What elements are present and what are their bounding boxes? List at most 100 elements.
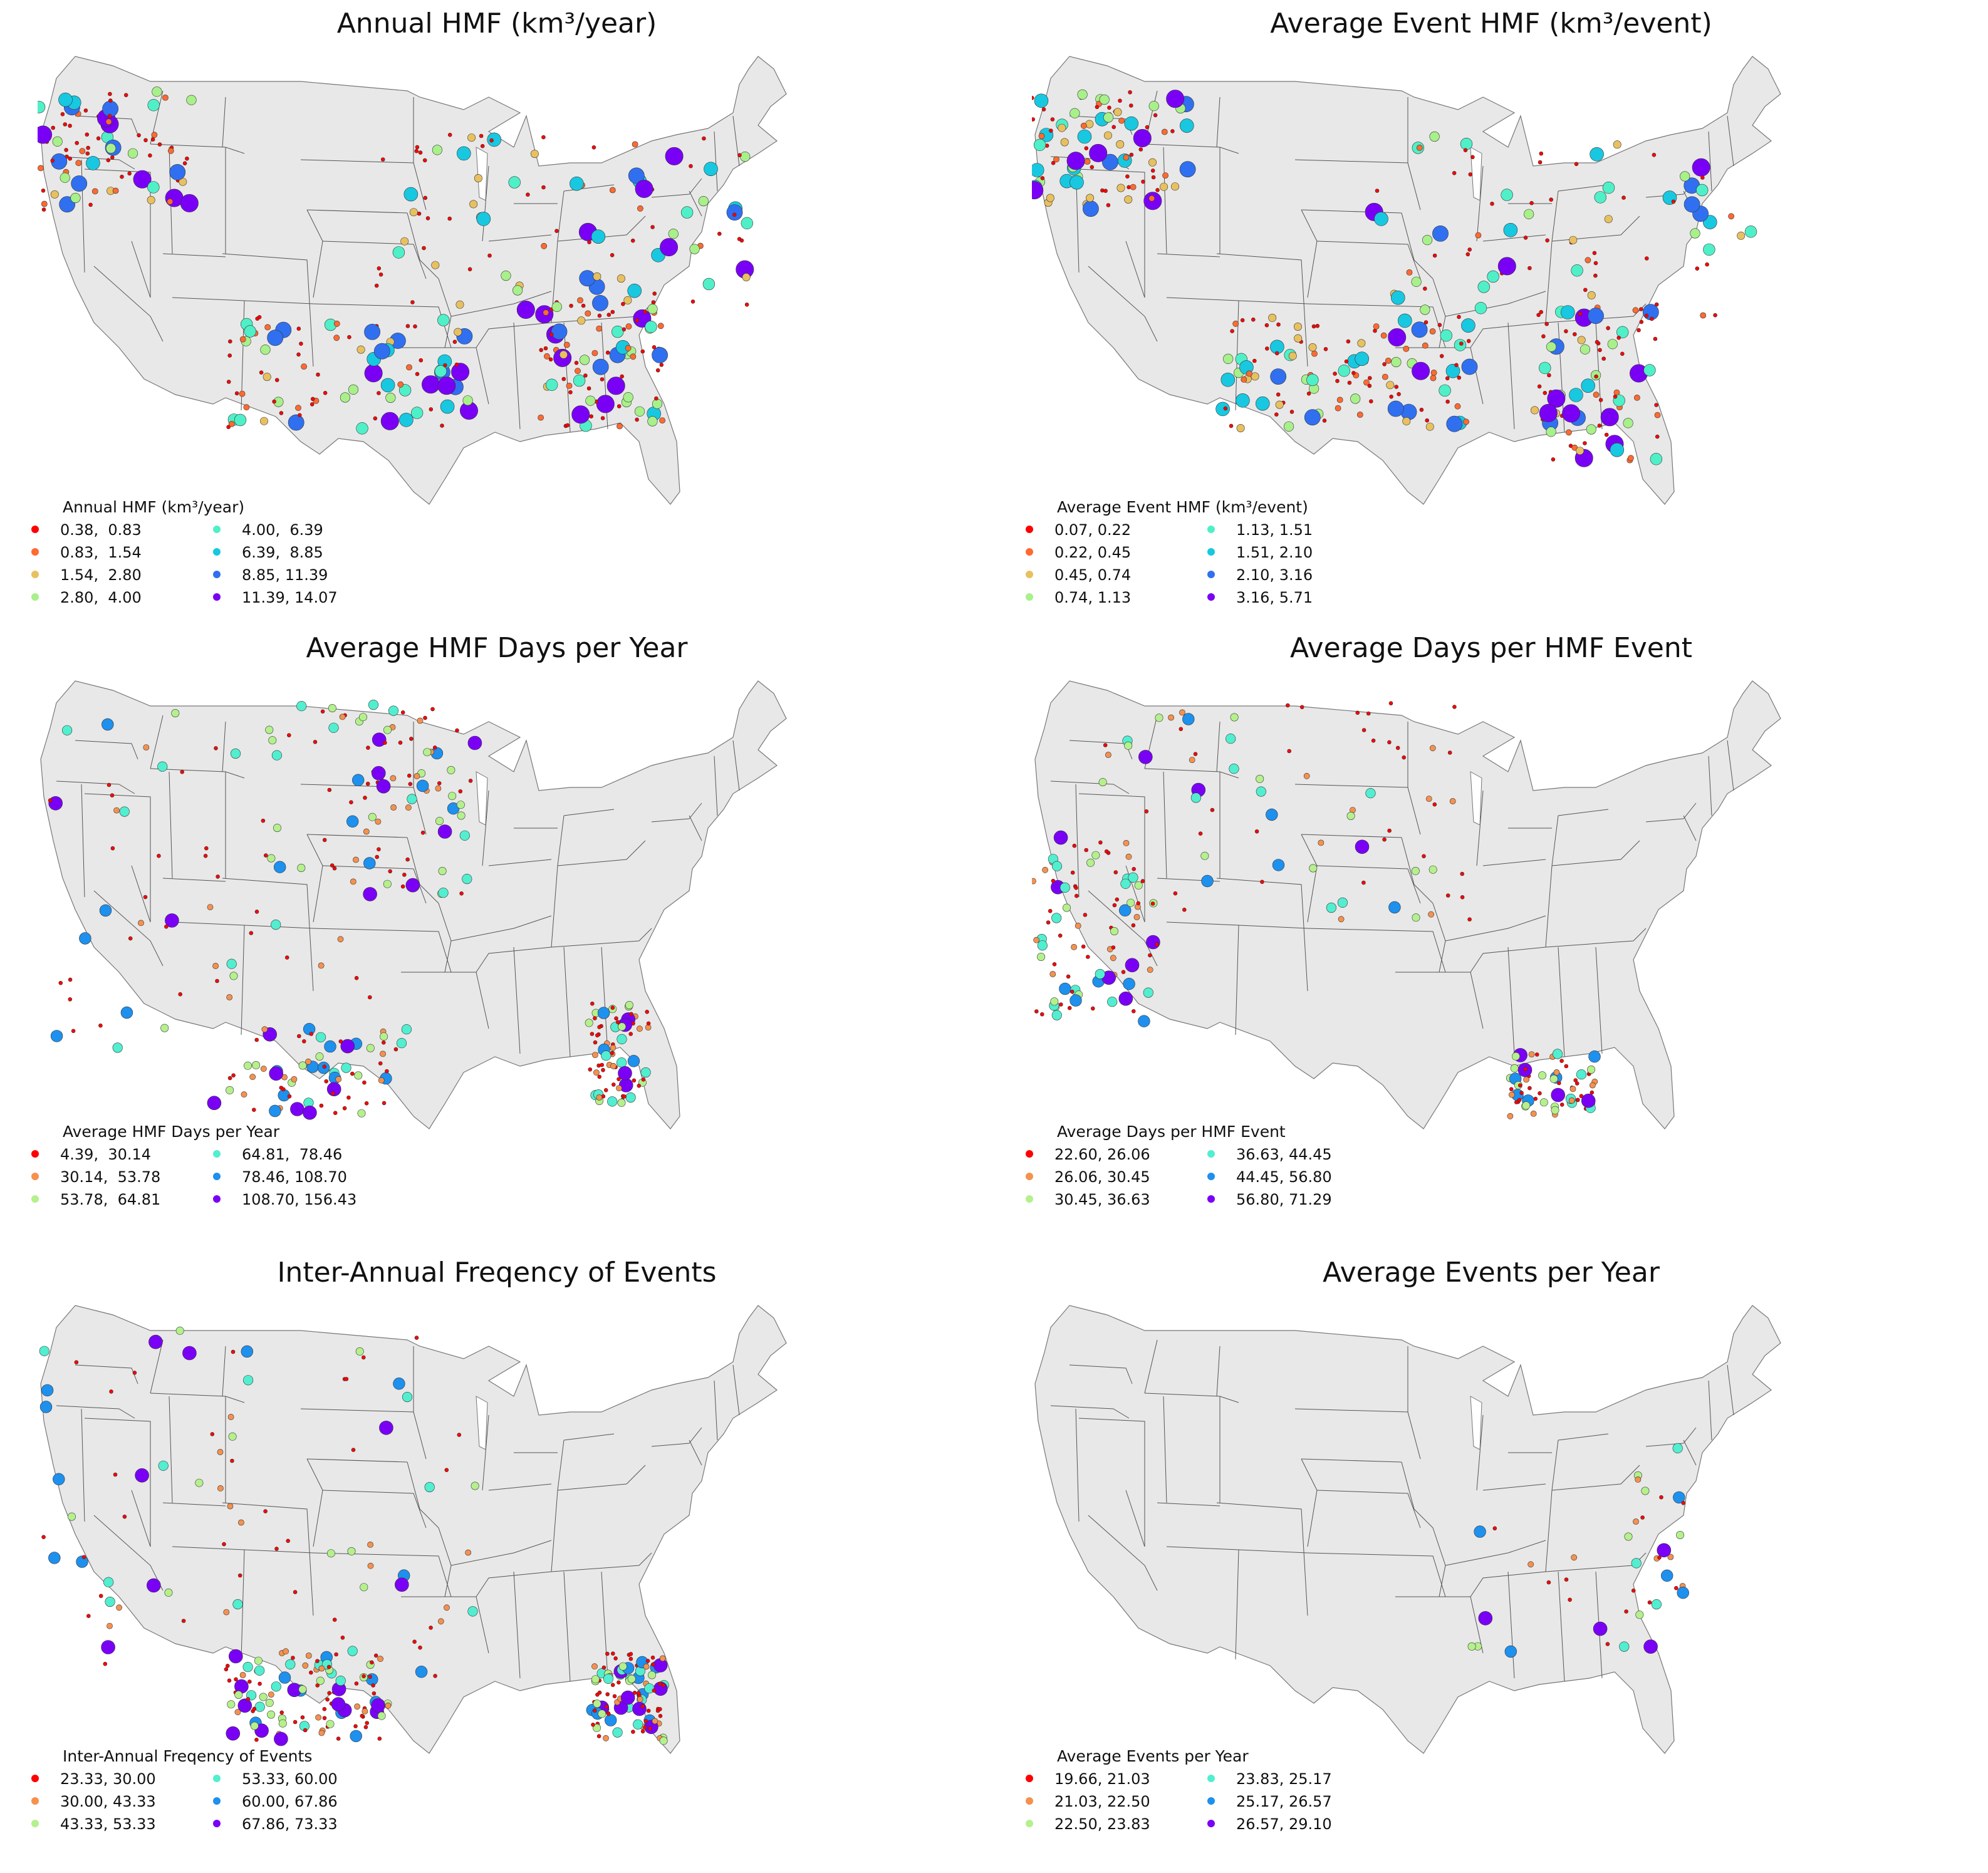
station-marker [1692,158,1710,177]
legend-label: 22.50, 23.83 [1054,1815,1150,1833]
state-border [557,215,646,242]
station-marker [526,192,530,197]
station-marker [1083,913,1088,917]
legend-swatch [1207,548,1215,556]
station-marker [1425,418,1430,423]
state-border [1216,253,1308,367]
station-marker [271,920,281,930]
station-marker [1306,373,1319,387]
legend-title: Annual HMF (km³/year) [63,498,245,516]
station-marker [610,1044,617,1051]
station-marker [627,283,642,298]
station-marker [167,198,174,205]
station-marker [364,1101,369,1106]
state-border [513,322,521,430]
station-marker [1633,1518,1639,1525]
station-marker [325,1697,330,1702]
station-marker [610,1051,615,1056]
station-marker [368,1674,372,1679]
station-marker [648,1726,652,1731]
station-marker [1583,441,1587,445]
map-base [1034,56,1781,505]
legend-label: 23.83, 25.17 [1236,1770,1332,1788]
station-marker [1402,755,1407,760]
station-marker [353,1724,358,1729]
station-marker [456,146,471,161]
legend-swatch [213,1797,221,1805]
station-marker [405,878,420,893]
station-marker [432,745,437,750]
state-border [1476,790,1484,866]
station-marker [1081,944,1086,949]
station-marker [742,272,751,281]
station-marker [1503,222,1518,237]
station-marker [1590,147,1604,162]
state-border [1078,1418,1145,1547]
station-marker [128,936,133,941]
station-marker [402,873,407,877]
state-border [689,815,702,841]
station-marker [480,143,485,148]
state-border [1482,859,1546,866]
station-marker [1123,154,1130,161]
station-marker [1477,281,1490,293]
station-marker [393,1047,398,1052]
legend-label: 0.83, 1.54 [60,544,142,561]
station-marker [226,380,231,384]
station-marker [1539,151,1544,156]
station-marker [1394,385,1399,389]
station-marker [1380,332,1387,339]
map-base [40,680,787,1129]
station-marker [234,1677,238,1682]
state-border [1163,1396,1167,1503]
station-marker [1650,316,1654,321]
station-marker [1428,911,1434,918]
station-marker [1032,181,1044,200]
station-marker [437,1618,444,1625]
station-marker [1655,434,1660,439]
station-marker [1240,318,1245,323]
map-base [40,1305,787,1754]
state-border [1050,781,1130,794]
station-marker [551,301,562,312]
station-marker [110,793,115,797]
station-marker [1522,1101,1531,1110]
station-marker [429,407,434,412]
station-marker [366,1044,375,1052]
station-marker [1546,1580,1551,1585]
state-border [413,1346,427,1460]
state-border [1476,165,1484,242]
station-marker [1457,314,1461,319]
state-border [1238,925,1308,929]
station-marker [740,152,751,162]
legend-swatch [1026,1150,1033,1158]
station-marker [421,375,440,394]
station-marker [360,1583,368,1592]
station-marker [392,246,405,259]
station-marker [1034,93,1049,108]
state-border [1470,1571,1546,1597]
station-marker [228,1649,243,1664]
station-marker [1276,322,1281,327]
station-marker [1285,703,1290,708]
station-marker [1463,418,1469,425]
station-marker [367,995,372,1000]
legend-item: 2.10, 3.16 [1207,564,1313,586]
station-marker [390,804,397,811]
station-marker [444,1468,449,1473]
station-marker [1040,176,1045,180]
station-marker [320,709,325,714]
station-marker [637,1696,643,1703]
station-marker [239,1672,246,1678]
state-border [313,303,452,348]
station-marker [1564,329,1568,334]
station-marker [591,1722,595,1727]
station-marker [301,363,307,370]
station-marker [375,854,380,859]
legend-label: 1.51, 2.10 [1236,544,1313,561]
station-marker [1593,392,1600,398]
state-border [1476,1414,1484,1491]
station-markers [1032,701,1601,1119]
station-marker [243,1061,252,1070]
station-marker [573,374,586,387]
